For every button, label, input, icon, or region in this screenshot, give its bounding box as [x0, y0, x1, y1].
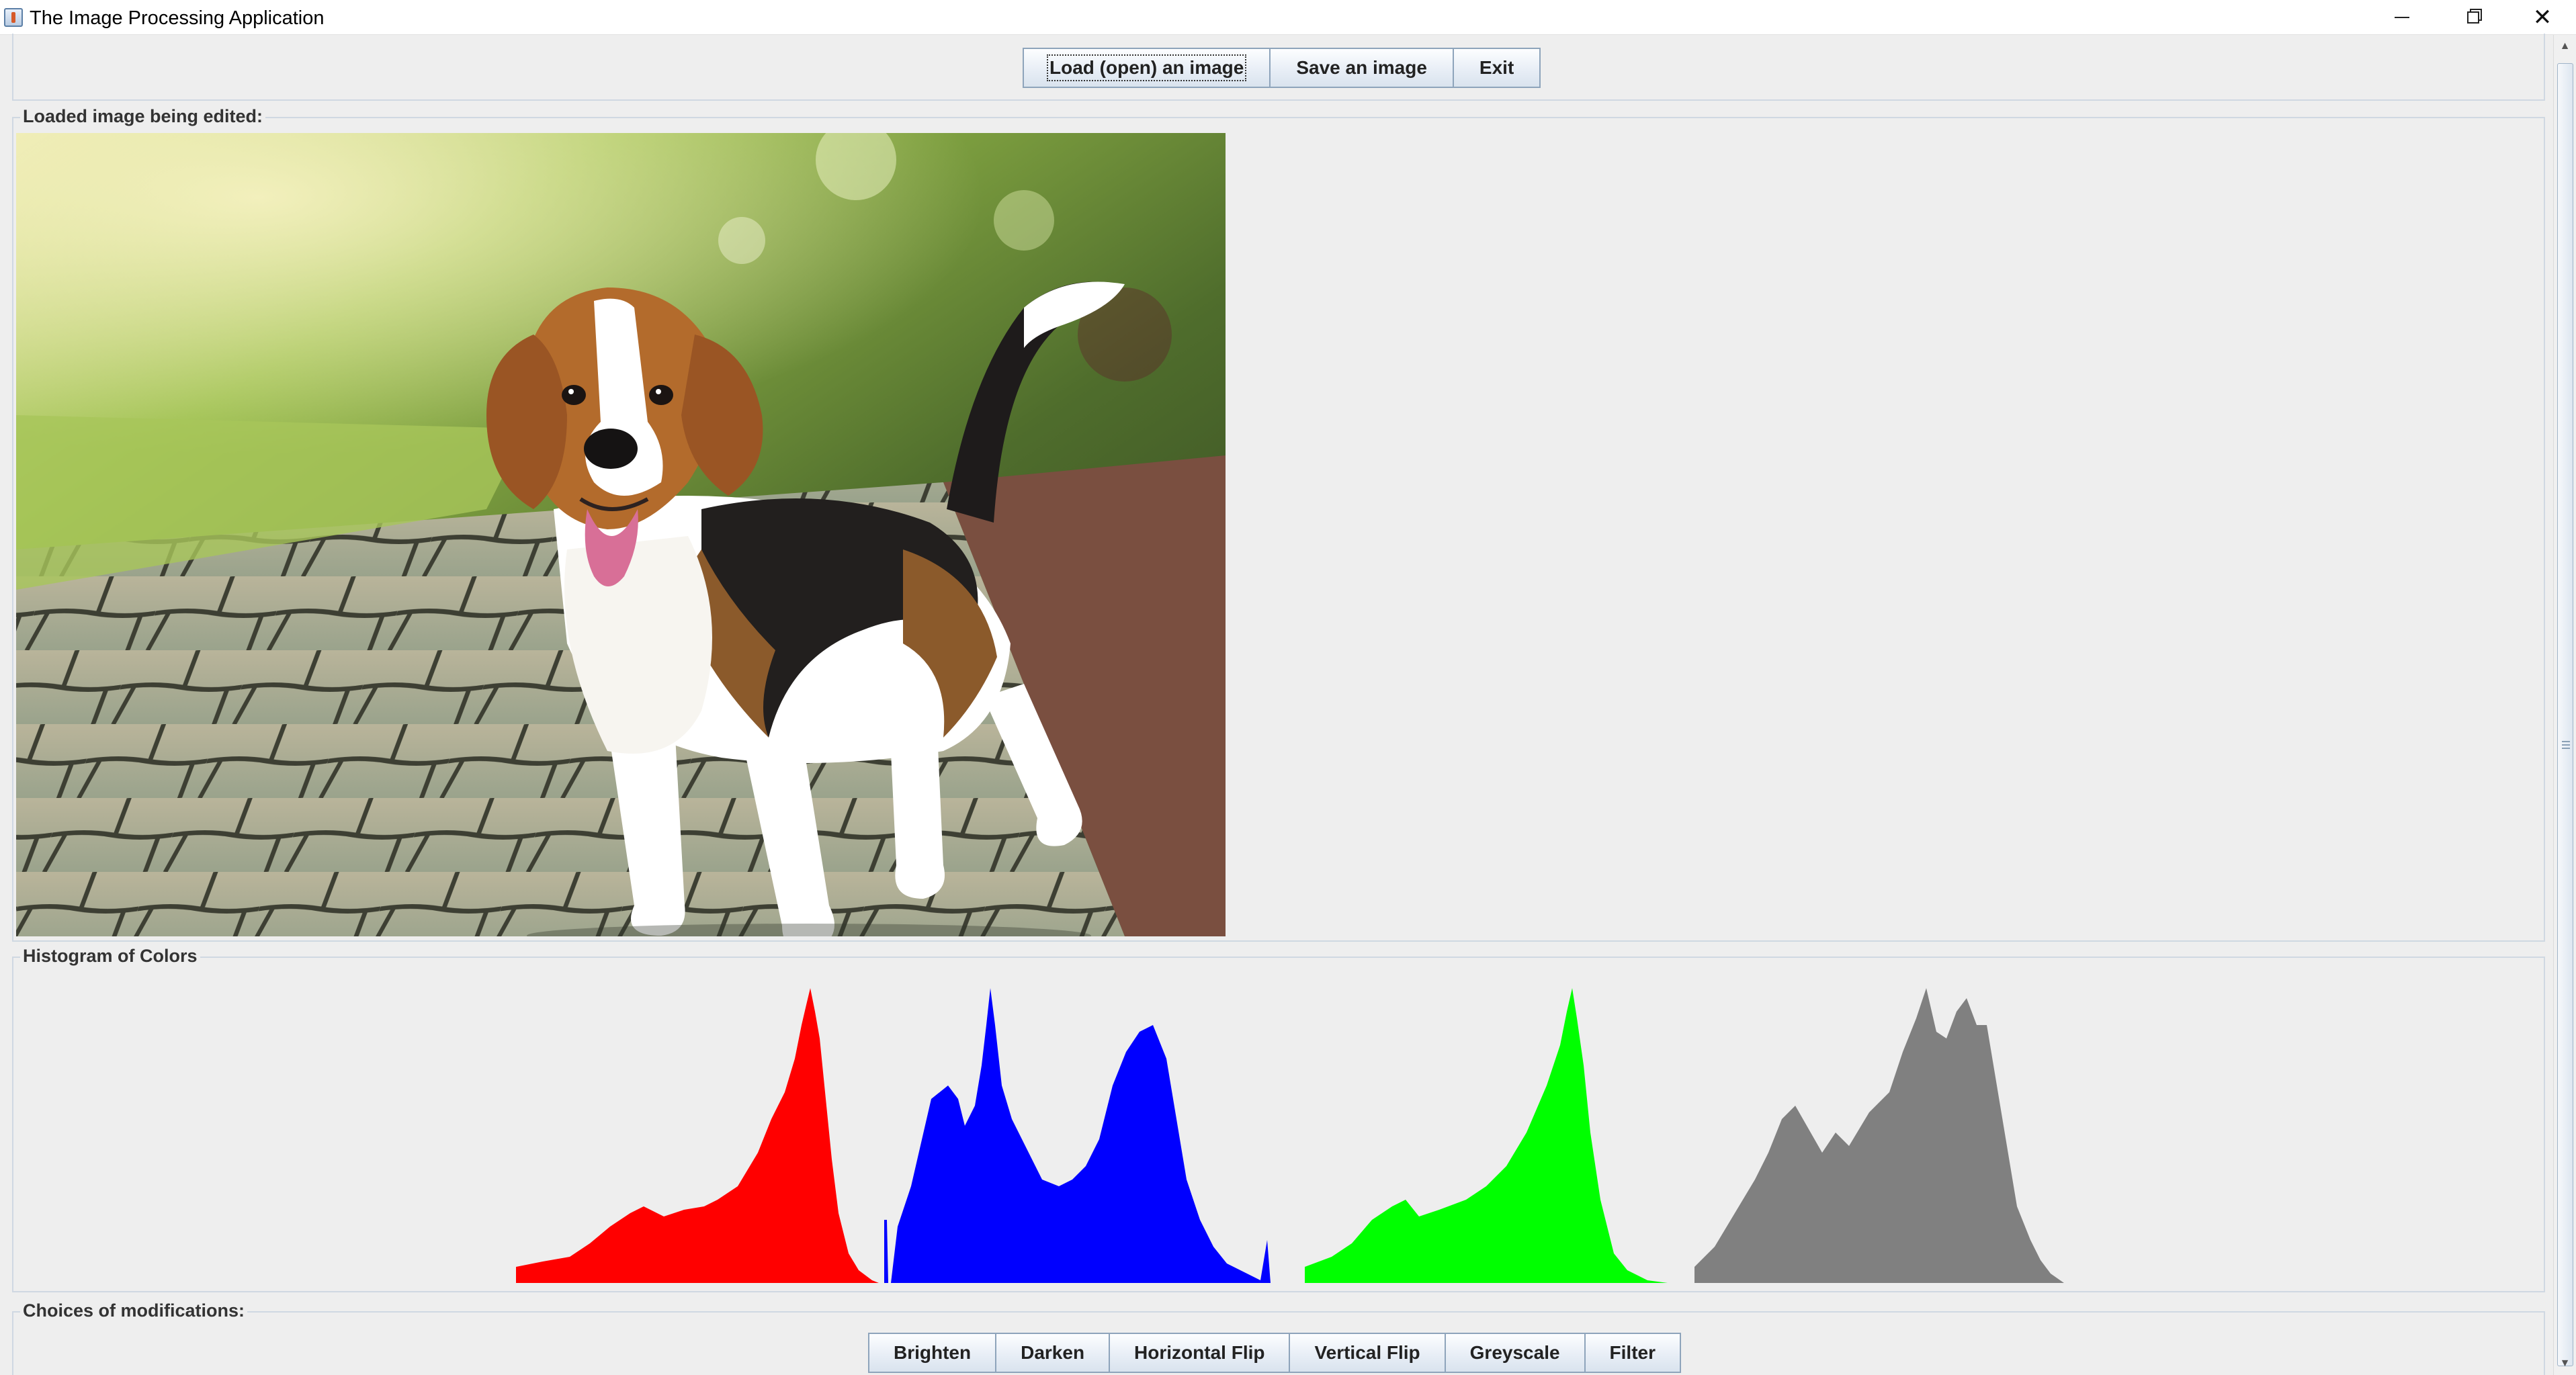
darken-button[interactable]: Darken: [995, 1333, 1111, 1373]
close-icon: ✕: [2532, 4, 2552, 31]
horizontal-flip-button[interactable]: Horizontal Flip: [1109, 1333, 1291, 1373]
maximize-icon: [2467, 11, 2479, 24]
file-actions-panel: [12, 34, 2545, 101]
beagle: [486, 281, 1125, 936]
load-image-label: Load (open) an image: [1046, 54, 1247, 81]
red-histogram-shape: [516, 988, 879, 1283]
loaded-image-panel: Loaded image being edited:: [12, 106, 2545, 942]
scrollbar-thumb[interactable]: [2557, 63, 2573, 1366]
scroll-down-icon[interactable]: ▼: [2559, 1358, 2571, 1369]
modifications-toolbar: Brighten Darken Horizontal Flip Vertical…: [868, 1333, 1682, 1373]
vertical-flip-button[interactable]: Vertical Flip: [1289, 1333, 1446, 1373]
grip-icon: [2562, 741, 2570, 749]
loaded-image: [16, 133, 1226, 936]
modifications-panel: Choices of modifications:: [12, 1300, 2545, 1375]
save-image-label: Save an image: [1296, 57, 1427, 78]
load-image-button[interactable]: Load (open) an image: [1023, 48, 1271, 88]
window-title: The Image Processing Application: [30, 7, 325, 29]
green-histogram-shape: [1305, 988, 1668, 1283]
exit-label: Exit: [1479, 57, 1514, 78]
minimize-icon: [2395, 17, 2409, 18]
file-actions-toolbar: Load (open) an image Save an image Exit: [1023, 48, 1541, 88]
green-channel-histogram: [1305, 988, 1668, 1283]
histogram-legend: Histogram of Colors: [20, 946, 200, 967]
loaded-image-legend: Loaded image being edited:: [20, 106, 266, 127]
beagle-photo: [16, 133, 1226, 936]
java-app-icon: [4, 8, 23, 27]
histogram-panel: Histogram of Colors: [12, 946, 2545, 1292]
minimize-button[interactable]: [2366, 0, 2438, 35]
greyscale-button[interactable]: Greyscale: [1444, 1333, 1586, 1373]
close-button[interactable]: ✕: [2509, 0, 2576, 35]
intensity-histogram: [1694, 988, 2064, 1283]
blue-histogram-shape: [884, 988, 1271, 1283]
brighten-button[interactable]: Brighten: [868, 1333, 997, 1373]
maximize-button[interactable]: [2438, 0, 2509, 35]
save-image-button[interactable]: Save an image: [1269, 48, 1454, 88]
vertical-scrollbar[interactable]: ▲ ▼: [2553, 35, 2576, 1375]
filter-button[interactable]: Filter: [1584, 1333, 1682, 1373]
intensity-histogram-shape: [1694, 988, 2064, 1283]
blue-channel-histogram: [884, 988, 1271, 1283]
scroll-up-icon[interactable]: ▲: [2559, 40, 2571, 52]
modifications-legend: Choices of modifications:: [20, 1300, 248, 1321]
title-bar: The Image Processing Application ✕: [0, 0, 2576, 35]
exit-button[interactable]: Exit: [1452, 48, 1541, 88]
red-channel-histogram: [516, 988, 879, 1283]
